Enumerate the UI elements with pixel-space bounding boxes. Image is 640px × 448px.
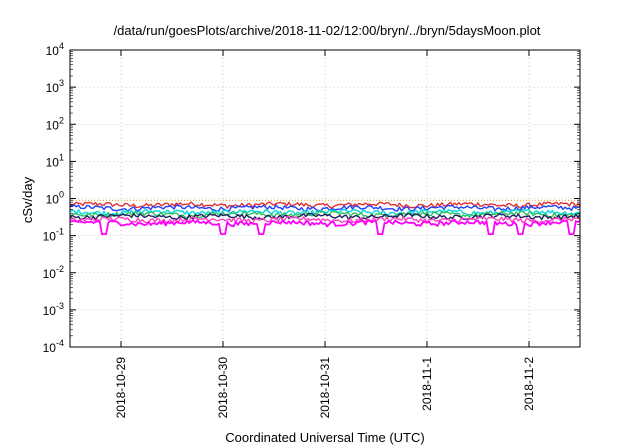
series-line	[69, 204, 580, 212]
series-line	[69, 219, 581, 236]
x-tick-label: 2018-11-1	[420, 357, 434, 411]
x-tick-label: 2018-11-2	[522, 357, 536, 411]
y-tick-label: 102	[46, 115, 64, 132]
y-tick-label: 104	[46, 41, 64, 58]
chart-title: /data/run/goesPlots/archive/2018-11-02/1…	[114, 23, 541, 38]
x-axis: 2018-10-29 2018-10-30 2018-10-31 2018-11-1 2…	[114, 50, 536, 418]
y-tick-label: 10-4	[43, 338, 64, 355]
y-tick-label: 101	[46, 152, 64, 169]
y-tick-label: 10-2	[43, 264, 64, 281]
x-axis-label: Coordinated Universal Time (UTC)	[225, 430, 424, 445]
series-line	[69, 208, 581, 217]
series-group	[69, 201, 581, 236]
y-axis-label: cSv/day	[20, 176, 35, 223]
series-line	[69, 201, 581, 209]
grid-lines	[70, 50, 580, 347]
y-tick-label: 103	[46, 78, 64, 95]
y-tick-label: 10-3	[43, 301, 64, 318]
x-tick-label: 2018-10-29	[114, 357, 128, 419]
series-line	[69, 216, 581, 224]
x-tick-label: 2018-10-30	[216, 357, 230, 419]
y-tick-label: 100	[46, 190, 64, 207]
series-line	[69, 212, 581, 221]
y-tick-label: 10-1	[43, 227, 64, 244]
y-axis: 104 103 102 101 100 10-1 10-2 10-3 10-4	[43, 41, 580, 355]
x-tick-label: 2018-10-31	[318, 357, 332, 419]
